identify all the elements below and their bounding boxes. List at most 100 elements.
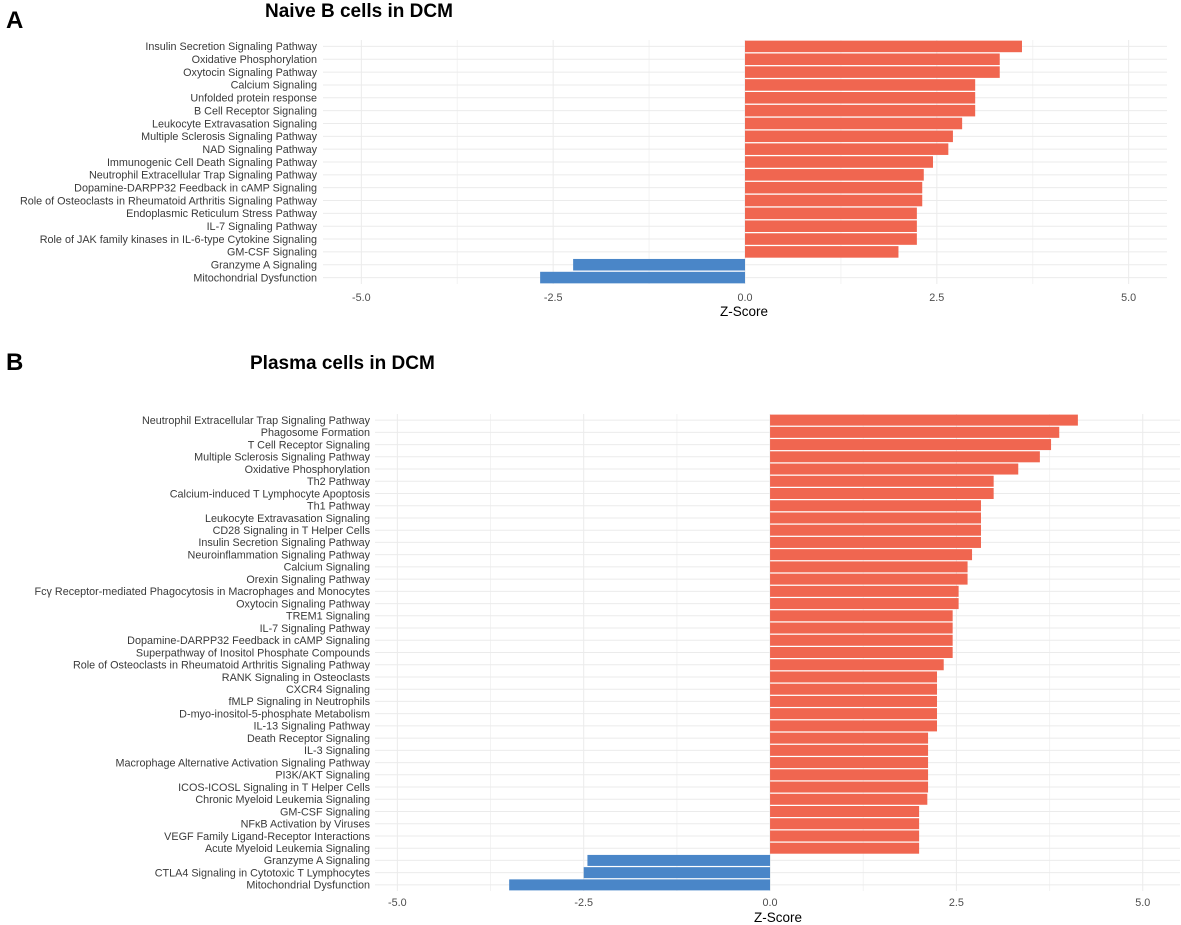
- category-label: Mitochondrial Dysfunction: [193, 272, 317, 284]
- bar-positive: [745, 181, 923, 194]
- bar-positive: [770, 732, 929, 744]
- bar-positive: [745, 92, 976, 104]
- panel-a-category-labels: Insulin Secretion Signaling PathwayOxida…: [20, 41, 318, 284]
- bar-positive: [770, 475, 994, 487]
- category-label: Mitochondrial Dysfunction: [246, 880, 370, 892]
- bar-positive: [770, 536, 981, 548]
- bar-positive: [770, 818, 920, 830]
- category-label: Macrophage Alternative Activation Signal…: [116, 757, 371, 769]
- category-label: Neuroinflammation Signaling Pathway: [188, 549, 371, 561]
- bar-positive: [770, 842, 920, 854]
- bar-positive: [745, 220, 917, 232]
- category-label: Dopamine-DARPP32 Feedback in cAMP Signal…: [74, 182, 317, 194]
- bar-positive: [770, 524, 981, 536]
- bar-positive: [770, 805, 920, 818]
- bar-positive: [770, 622, 953, 634]
- category-label: Oxidative Phosphorylation: [192, 54, 317, 66]
- x-tick-label: 5.0: [1135, 897, 1150, 909]
- category-label: Granzyme A Signaling: [211, 260, 317, 272]
- category-label: Neutrophil Extracellular Trap Signaling …: [142, 415, 371, 427]
- category-label: Multiple Sclerosis Signaling Pathway: [194, 452, 370, 464]
- x-tick-label: -5.0: [352, 292, 371, 304]
- category-label: VEGF Family Ligand-Receptor Interactions: [164, 831, 370, 843]
- category-label: Insulin Secretion Signaling Pathway: [198, 537, 370, 549]
- bar-positive: [770, 634, 953, 646]
- category-label: Calcium Signaling: [284, 562, 370, 574]
- bar-positive: [770, 561, 968, 573]
- bar-positive: [770, 671, 938, 683]
- bar-positive: [770, 439, 1052, 451]
- category-label: Oxytocin Signaling Pathway: [183, 67, 317, 79]
- bar-positive: [745, 117, 963, 130]
- x-tick-label: 2.5: [929, 292, 944, 304]
- bar-positive: [745, 156, 933, 168]
- category-label: Calcium Signaling: [231, 80, 317, 92]
- category-label: NAD Signaling Pathway: [202, 144, 317, 156]
- category-label: D-myo-inositol-5-phosphate Metabolism: [179, 708, 370, 720]
- bar-positive: [770, 683, 938, 695]
- bar-positive: [770, 744, 929, 756]
- bar-positive: [770, 512, 981, 524]
- bar-positive: [770, 769, 929, 781]
- bar-positive: [770, 451, 1040, 463]
- category-label: Leukocyte Extravasation Signaling: [205, 513, 370, 525]
- category-label: Leukocyte Extravasation Signaling: [152, 118, 317, 130]
- panel-b-title: Plasma cells in DCM: [250, 353, 435, 374]
- category-label: TREM1 Signaling: [286, 611, 370, 623]
- bar-negative: [587, 854, 771, 866]
- bar-positive: [770, 781, 929, 793]
- category-label: Phagosome Formation: [261, 427, 370, 439]
- x-tick-label: 0.0: [763, 897, 778, 909]
- bar-negative: [509, 879, 771, 891]
- x-tick-label: 2.5: [949, 897, 964, 909]
- bar-positive: [770, 708, 938, 720]
- category-label: fMLP Signaling in Neutrophils: [229, 696, 371, 708]
- category-label: IL-7 Signaling Pathway: [207, 221, 318, 233]
- category-label: CD28 Signaling in T Helper Cells: [213, 525, 371, 537]
- bar-positive: [745, 79, 976, 91]
- panel-label-b: B: [6, 349, 23, 376]
- bar-positive: [770, 610, 953, 622]
- category-label: Neutrophil Extracellular Trap Signaling …: [89, 170, 318, 182]
- bar-positive: [745, 207, 917, 220]
- bar-positive: [770, 414, 1078, 426]
- bar-positive: [745, 169, 924, 181]
- category-label: Calcium-induced T Lymphocyte Apoptosis: [170, 488, 371, 500]
- category-label: NFκB Activation by Viruses: [241, 819, 371, 831]
- panel-b-plasma-cells-chart: B Plasma cells in DCM Neutrophil Extrace…: [6, 349, 1180, 925]
- x-tick-label: 5.0: [1121, 292, 1136, 304]
- bar-positive: [770, 598, 959, 610]
- bar-positive: [770, 793, 928, 805]
- bar-positive: [745, 66, 1000, 78]
- x-tick-label: -2.5: [544, 292, 563, 304]
- category-label: GM-CSF Signaling: [280, 806, 370, 818]
- category-label: IL-3 Signaling: [304, 745, 370, 757]
- category-label: ICOS-ICOSL Signaling in T Helper Cells: [178, 782, 370, 794]
- category-label: Oxytocin Signaling Pathway: [236, 598, 370, 610]
- panel-a-naive-b-cells-chart: A Naive B cells in DCM Insulin Secretion…: [6, 1, 1167, 319]
- category-label: Role of Osteoclasts in Rheumatoid Arthri…: [20, 195, 318, 207]
- bar-positive: [770, 659, 944, 671]
- category-label: Death Receptor Signaling: [247, 733, 370, 745]
- category-label: Role of Osteoclasts in Rheumatoid Arthri…: [73, 660, 371, 672]
- category-label: Insulin Secretion Signaling Pathway: [145, 41, 317, 53]
- bar-positive: [745, 40, 1022, 53]
- category-label: Unfolded protein response: [190, 93, 317, 105]
- category-label: CXCR4 Signaling: [286, 684, 370, 696]
- category-label: IL-7 Signaling Pathway: [260, 623, 371, 635]
- category-label: B Cell Receptor Signaling: [194, 105, 317, 117]
- panel-b-category-labels: Neutrophil Extracellular Trap Signaling …: [35, 415, 371, 892]
- category-label: CTLA4 Signaling in Cytotoxic T Lymphocyt…: [155, 867, 371, 879]
- category-label: Fcγ Receptor-mediated Phagocytosis in Ma…: [35, 586, 371, 598]
- panel-b-x-tick-labels: -5.0 -2.5 0.0 2.5 5.0: [388, 897, 1150, 909]
- category-label: IL-13 Signaling Pathway: [254, 721, 371, 733]
- panel-label-a: A: [6, 7, 23, 34]
- panel-a-x-axis-title: Z-Score: [720, 304, 768, 319]
- bar-positive: [770, 549, 973, 561]
- bar-negative: [540, 271, 745, 284]
- category-label: Endoplasmic Reticulum Stress Pathway: [126, 208, 317, 220]
- category-label: Granzyme A Signaling: [264, 855, 370, 867]
- category-label: Immunogenic Cell Death Signaling Pathway: [107, 157, 318, 169]
- panel-b-x-axis-title: Z-Score: [754, 910, 802, 925]
